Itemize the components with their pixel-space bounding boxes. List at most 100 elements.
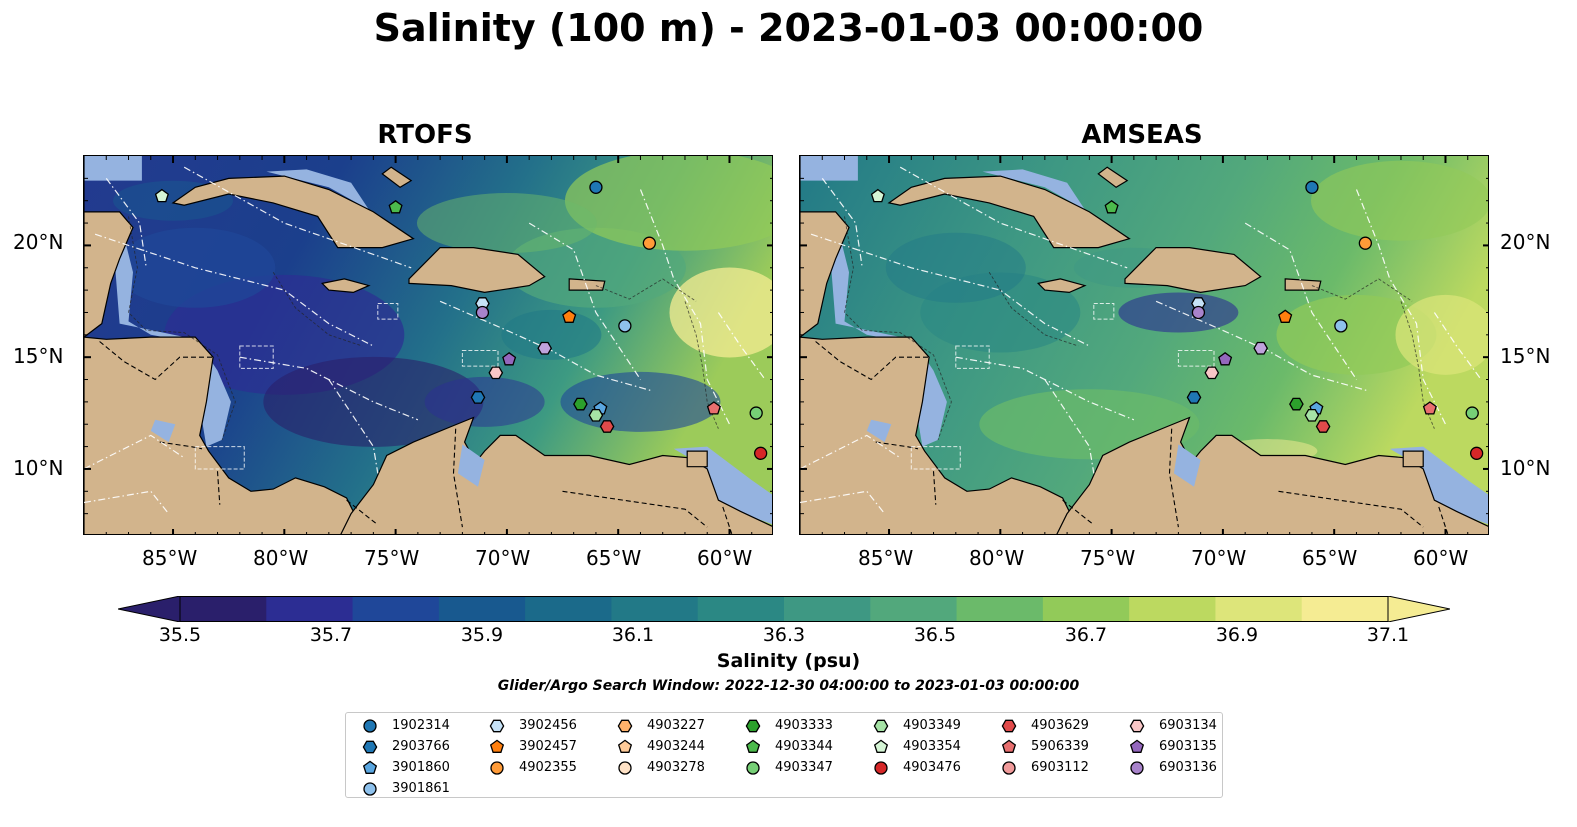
legend-label: 6903112 bbox=[1031, 760, 1089, 775]
amseas-lon-label-60: 60°W bbox=[1413, 546, 1469, 570]
hexagon-marker-icon bbox=[873, 719, 889, 733]
hexagon-marker-icon bbox=[489, 719, 505, 733]
gulf-shelf-area bbox=[800, 156, 858, 181]
rtofs-lon-label-70: 70°W bbox=[475, 546, 531, 570]
cuba-land bbox=[887, 175, 1131, 249]
protected-area-box bbox=[955, 345, 990, 369]
amseas-lon-label-75: 75°W bbox=[1080, 546, 1136, 570]
pentagon-marker-icon bbox=[745, 739, 761, 753]
legend-label: 4903354 bbox=[903, 739, 961, 754]
rtofs-lon-label-80: 80°W bbox=[253, 546, 309, 570]
country-border bbox=[346, 499, 379, 526]
eez-boundary bbox=[1244, 222, 1357, 380]
legend-marker bbox=[745, 739, 761, 753]
panel-title-amseas: AMSEAS bbox=[1081, 120, 1203, 150]
legend-marker bbox=[362, 760, 378, 774]
float-6903135-marker bbox=[1218, 351, 1233, 366]
eez-boundary bbox=[1433, 312, 1482, 380]
legend-label: 4903476 bbox=[903, 760, 961, 775]
country-border bbox=[99, 341, 214, 381]
float-6903134-marker bbox=[1204, 366, 1220, 380]
orinoco-shelf bbox=[1389, 446, 1488, 525]
amseas-lon-label-80: 80°W bbox=[969, 546, 1025, 570]
rtofs-map-canvas bbox=[84, 156, 772, 534]
float-legend: 1902314 2903766 3901860 3901861 3902456 39024… bbox=[345, 712, 1223, 798]
float-6903134-marker bbox=[488, 366, 504, 380]
eez-boundary bbox=[105, 178, 147, 268]
salinity-patch bbox=[1395, 294, 1488, 375]
bathymetry-contour bbox=[844, 216, 952, 441]
float-4903347-marker bbox=[1465, 406, 1479, 420]
salinity-patch bbox=[263, 356, 484, 447]
float-6903137-marker bbox=[1253, 341, 1269, 355]
salinity-patch bbox=[1276, 294, 1437, 375]
salinity-patch bbox=[424, 376, 545, 427]
circle-marker-icon bbox=[490, 761, 504, 775]
protected-area-box bbox=[461, 349, 499, 367]
colorbar-tick-label: 35.9 bbox=[460, 624, 504, 646]
amseas-lat-label-20: 20°N bbox=[1500, 230, 1551, 254]
bahamas-bank bbox=[982, 169, 1085, 210]
eez-boundary bbox=[821, 178, 863, 268]
legend-label: 1902314 bbox=[392, 718, 450, 733]
circle-marker-icon bbox=[1002, 761, 1016, 775]
float-4903354-marker bbox=[154, 188, 169, 203]
colorbar-tick-label: 35.7 bbox=[309, 624, 353, 646]
float-4903629-marker bbox=[1315, 420, 1331, 433]
legend-marker bbox=[362, 740, 378, 754]
southAm-land bbox=[1056, 416, 1488, 534]
legend-marker bbox=[617, 719, 633, 733]
eez-boundary bbox=[84, 434, 185, 470]
float-4903344-marker bbox=[388, 199, 403, 214]
country-border bbox=[452, 428, 463, 528]
legend-marker bbox=[1130, 761, 1144, 775]
legend-marker bbox=[1002, 761, 1016, 775]
puertoRico-land bbox=[1284, 278, 1322, 291]
country-border bbox=[1278, 490, 1424, 528]
legend-label: 3902457 bbox=[519, 739, 577, 754]
rtofs-lat-label-15: 15°N bbox=[13, 344, 64, 368]
colorbar-segment bbox=[784, 596, 871, 622]
yucatan-land bbox=[84, 156, 134, 338]
circle-marker-icon bbox=[746, 761, 760, 775]
bathymetry-contour bbox=[128, 216, 236, 441]
colorbar-segment bbox=[956, 596, 1044, 622]
country-border bbox=[722, 506, 733, 534]
pentagon-marker-icon bbox=[873, 739, 889, 753]
float-1902314-marker bbox=[589, 180, 603, 194]
colorbar-segment bbox=[870, 596, 958, 622]
eez-boundary bbox=[183, 166, 412, 269]
float-4903629-marker bbox=[599, 420, 615, 433]
country-border bbox=[1062, 499, 1095, 526]
float-4903476-marker bbox=[1469, 446, 1484, 460]
legend-label: 4903344 bbox=[775, 739, 833, 754]
legend-label: 4903629 bbox=[1031, 718, 1089, 733]
panel-title-rtofs: RTOFS bbox=[377, 120, 473, 150]
country-border bbox=[159, 441, 203, 450]
bahamas1-land bbox=[381, 166, 413, 189]
rtofs-salinity-map bbox=[83, 155, 773, 535]
orinoco-shelf bbox=[673, 446, 772, 525]
legend-label: 4903227 bbox=[647, 718, 705, 733]
colorbar-extend-high bbox=[1387, 595, 1451, 623]
salinity-patch bbox=[565, 156, 772, 251]
legend-marker bbox=[363, 719, 377, 733]
protected-area-box bbox=[1093, 303, 1115, 320]
country-border bbox=[1438, 506, 1449, 534]
circle-marker-icon bbox=[874, 761, 888, 775]
colorbar-title: Salinity (psu) bbox=[716, 650, 861, 672]
salinity-patch bbox=[416, 193, 597, 254]
lake-nicaragua bbox=[866, 419, 892, 443]
bahamas1-land bbox=[1097, 166, 1129, 189]
rtofs-lat-label-20: 20°N bbox=[13, 230, 64, 254]
float-4903349-marker bbox=[1304, 408, 1320, 422]
bahamas-bank bbox=[266, 169, 369, 210]
amseas-lat-label-10: 10°N bbox=[1500, 456, 1551, 480]
eez-boundary bbox=[717, 312, 766, 380]
colorbar-gradient bbox=[117, 595, 1451, 623]
protected-area-box bbox=[1177, 349, 1215, 367]
legend-marker bbox=[363, 782, 377, 796]
float-2903766-marker bbox=[1186, 391, 1202, 404]
eez-boundary bbox=[899, 166, 1128, 269]
circle-marker-icon bbox=[618, 761, 632, 775]
